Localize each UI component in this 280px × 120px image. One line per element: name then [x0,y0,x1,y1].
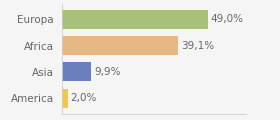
Text: 2,0%: 2,0% [71,93,97,103]
Bar [62,63,91,81]
Text: 49,0%: 49,0% [211,14,244,24]
Text: 9,9%: 9,9% [94,67,121,77]
Text: 39,1%: 39,1% [181,41,214,51]
Bar [62,36,178,55]
Bar [62,89,67,108]
Bar [62,10,208,29]
